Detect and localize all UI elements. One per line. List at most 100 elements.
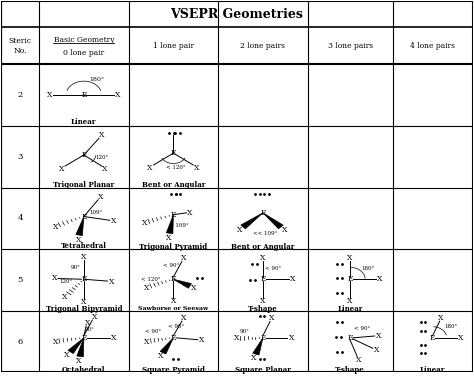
Text: E: E bbox=[430, 334, 435, 342]
Text: E: E bbox=[260, 275, 265, 283]
Text: VSEPR Geometries: VSEPR Geometries bbox=[171, 8, 303, 21]
Text: X: X bbox=[260, 254, 265, 262]
Text: 1 lone pair: 1 lone pair bbox=[153, 42, 194, 50]
Text: 90°: 90° bbox=[71, 265, 80, 270]
Text: X: X bbox=[76, 357, 82, 365]
Text: X: X bbox=[157, 352, 163, 361]
Polygon shape bbox=[253, 338, 263, 355]
Text: X: X bbox=[260, 297, 265, 305]
Text: Trigonal Planar: Trigonal Planar bbox=[53, 180, 115, 189]
Text: 180°: 180° bbox=[361, 266, 374, 271]
Text: < 90°: < 90° bbox=[265, 266, 282, 271]
Text: Octahedral: Octahedral bbox=[62, 366, 106, 374]
Text: Bent or Angular: Bent or Angular bbox=[231, 243, 295, 251]
Text: 5: 5 bbox=[18, 276, 23, 284]
Text: Linear: Linear bbox=[71, 118, 97, 126]
Text: X: X bbox=[81, 298, 87, 306]
Text: Linear: Linear bbox=[337, 305, 363, 312]
Text: 90°: 90° bbox=[240, 329, 250, 334]
Text: X: X bbox=[290, 275, 295, 283]
Polygon shape bbox=[241, 213, 263, 229]
Text: < 90°: < 90° bbox=[168, 324, 184, 329]
Text: X: X bbox=[289, 334, 294, 342]
Text: 2 lone pairs: 2 lone pairs bbox=[240, 42, 285, 50]
Text: 4 lone pairs: 4 lone pairs bbox=[410, 42, 455, 50]
Text: 3: 3 bbox=[18, 153, 23, 161]
Text: X: X bbox=[376, 332, 381, 340]
Polygon shape bbox=[77, 338, 84, 357]
Text: 2: 2 bbox=[18, 91, 23, 99]
Text: X: X bbox=[237, 226, 242, 234]
Text: X: X bbox=[144, 338, 150, 346]
Text: X: X bbox=[142, 219, 148, 227]
Text: X: X bbox=[53, 338, 58, 346]
Text: X: X bbox=[64, 351, 70, 359]
Text: E: E bbox=[260, 334, 265, 342]
Text: X: X bbox=[52, 274, 57, 282]
Text: Trigonal Pyramid: Trigonal Pyramid bbox=[139, 243, 208, 251]
Text: X: X bbox=[191, 284, 196, 292]
Text: X: X bbox=[458, 334, 464, 342]
Text: X: X bbox=[102, 165, 108, 173]
Text: E: E bbox=[81, 334, 87, 342]
Text: E: E bbox=[171, 275, 176, 283]
Text: E: E bbox=[81, 151, 87, 159]
Text: X: X bbox=[85, 319, 91, 327]
Text: 120°: 120° bbox=[95, 155, 109, 161]
Text: X: X bbox=[98, 193, 103, 201]
Text: X: X bbox=[438, 314, 444, 322]
Text: E: E bbox=[171, 334, 176, 342]
Text: X: X bbox=[75, 235, 81, 244]
Text: Sawhorse or Seesaw: Sawhorse or Seesaw bbox=[138, 306, 209, 311]
Text: E: E bbox=[171, 149, 176, 157]
Text: X: X bbox=[377, 275, 383, 283]
Text: Basic Geometry: Basic Geometry bbox=[54, 36, 114, 44]
Polygon shape bbox=[160, 338, 173, 354]
Text: X: X bbox=[115, 91, 120, 99]
Text: E: E bbox=[260, 209, 265, 217]
Text: E: E bbox=[347, 275, 353, 283]
Polygon shape bbox=[166, 215, 173, 233]
Text: X: X bbox=[53, 223, 58, 231]
Text: < 109°: < 109° bbox=[169, 223, 189, 227]
Text: X: X bbox=[91, 313, 97, 321]
Text: E: E bbox=[347, 334, 353, 342]
Text: X: X bbox=[109, 278, 114, 286]
Text: Tetrahedral: Tetrahedral bbox=[61, 242, 107, 250]
Text: X: X bbox=[144, 284, 150, 292]
Polygon shape bbox=[68, 338, 84, 353]
Text: X: X bbox=[111, 334, 116, 342]
Text: X: X bbox=[81, 253, 87, 261]
Text: X: X bbox=[356, 356, 361, 364]
Text: 180°: 180° bbox=[90, 77, 105, 82]
Text: 180°: 180° bbox=[444, 324, 457, 329]
Text: < 120°: < 120° bbox=[141, 277, 161, 282]
Text: X: X bbox=[111, 217, 116, 225]
Text: X: X bbox=[166, 234, 172, 242]
Text: < 90°: < 90° bbox=[163, 263, 179, 268]
Text: X: X bbox=[282, 226, 287, 234]
Polygon shape bbox=[173, 279, 191, 288]
Text: X: X bbox=[199, 337, 204, 344]
Text: E: E bbox=[81, 275, 87, 283]
Text: X: X bbox=[171, 297, 176, 305]
Text: X: X bbox=[59, 165, 64, 173]
Text: X: X bbox=[99, 131, 104, 139]
Text: 4: 4 bbox=[18, 214, 23, 222]
Polygon shape bbox=[263, 213, 283, 229]
Text: T-shape: T-shape bbox=[248, 305, 278, 312]
Text: 0 lone pair: 0 lone pair bbox=[64, 49, 104, 56]
Text: X: X bbox=[347, 297, 353, 305]
Text: E: E bbox=[81, 91, 87, 99]
Text: 3 lone pairs: 3 lone pairs bbox=[328, 42, 373, 50]
Text: 6: 6 bbox=[18, 338, 23, 346]
Text: X: X bbox=[269, 314, 274, 322]
Text: X: X bbox=[234, 334, 239, 342]
Text: Trigonal Bipyramid: Trigonal Bipyramid bbox=[46, 305, 122, 312]
Text: < 90°: < 90° bbox=[354, 326, 370, 331]
Text: << 109°: << 109° bbox=[253, 231, 277, 236]
Text: T-shape: T-shape bbox=[335, 366, 365, 374]
Text: X: X bbox=[62, 293, 68, 301]
Text: X: X bbox=[374, 346, 379, 354]
Text: < 120°: < 120° bbox=[166, 165, 185, 170]
